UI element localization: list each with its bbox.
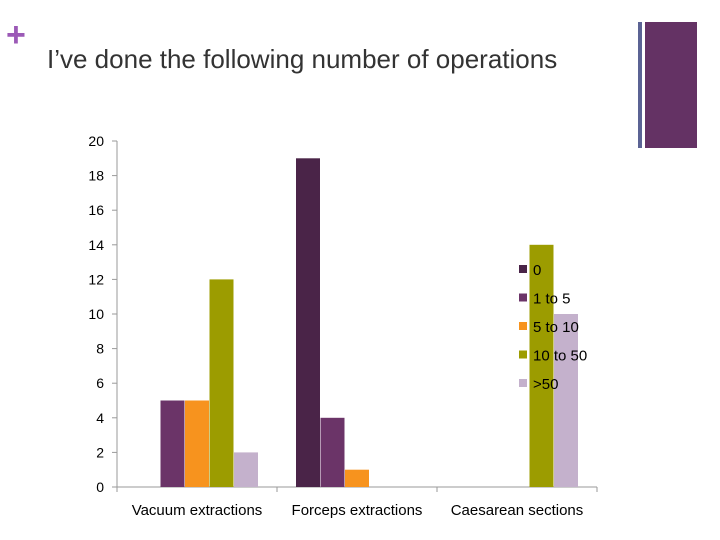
legend-label: 5 to 10 [533,319,579,336]
y-tick-label: 8 [96,341,104,357]
y-tick-label: 6 [96,375,104,391]
legend-swatch [519,293,527,302]
y-tick-label: 12 [88,271,104,287]
legend-swatch [519,379,527,387]
bar [209,279,234,487]
decorative-bar [638,22,642,148]
legend-swatch [519,350,527,359]
bar [234,452,258,487]
legend-swatch [519,322,527,330]
y-tick-label: 0 [96,479,104,495]
legend-swatch [519,265,527,273]
x-tick-label: Forceps extractions [292,502,423,519]
bar [160,400,185,487]
plus-icon: + [6,16,26,54]
bar [345,469,369,487]
x-tick-label: Caesarean sections [451,502,584,519]
y-tick-label: 16 [88,202,104,218]
y-tick-label: 14 [88,237,104,253]
bar [296,158,320,488]
legend-label: 1 to 5 [533,291,571,308]
bar [320,417,345,487]
legend-label: 10 to 50 [533,348,587,365]
legend-label: >50 [533,376,558,393]
bar [185,400,209,487]
bar [529,244,554,487]
y-tick-label: 10 [88,306,104,322]
slide-title: I’ve done the following number of operat… [47,44,558,74]
y-tick-label: 2 [96,444,104,460]
legend-label: 0 [533,262,541,279]
x-tick-label: Vacuum extractions [132,502,263,519]
decorative-square [645,22,697,148]
y-tick-label: 18 [88,168,104,184]
y-tick-label: 4 [96,410,104,426]
y-tick-label: 20 [88,133,104,149]
bar [554,314,578,487]
